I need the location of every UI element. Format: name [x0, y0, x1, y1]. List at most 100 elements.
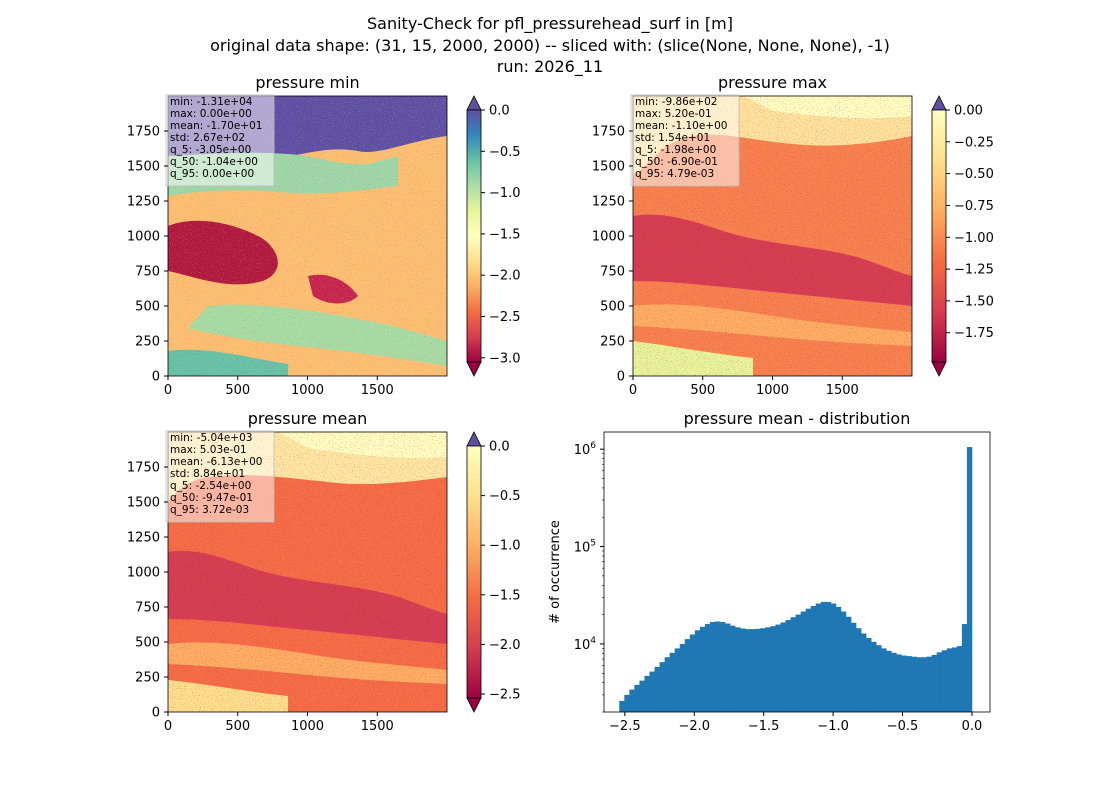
- y-tick-label: 104: [574, 636, 597, 653]
- colorbar-tick-label: −1.0: [489, 186, 521, 201]
- stat-line: std: 2.67e+02: [170, 132, 245, 144]
- x-tick: 1000: [756, 376, 789, 398]
- colorbar-tick-label: −1.50: [954, 294, 994, 309]
- histogram-bar: [740, 628, 746, 712]
- x-tick: −1.5: [748, 712, 780, 734]
- y-tick: 1250: [127, 531, 168, 546]
- y-tick: 1500: [592, 160, 633, 175]
- x-tick-label: 1500: [361, 383, 394, 398]
- histogram-bar: [795, 614, 801, 712]
- colorbar-tick: −1.75: [946, 326, 994, 341]
- y-tick-label: 1500: [592, 160, 625, 175]
- panel-pressure-mean-distribution: pressure mean - distribution −2.5 −2.0 −1.…: [548, 409, 991, 734]
- histogram-bar: [951, 647, 958, 712]
- colorbar: 0.0 −0.5 −1.0 −1.5 −2.0 −2.5: [466, 431, 521, 713]
- y-tick-label: 500: [135, 300, 160, 315]
- y-tick-label: 1250: [127, 531, 160, 546]
- x-tick-label: 1000: [756, 383, 789, 398]
- histogram-bar: [679, 643, 686, 712]
- histogram-bar: [654, 666, 660, 712]
- x-tick-label: −0.5: [887, 719, 919, 734]
- stat-line: max: 0.00e+00: [170, 108, 252, 120]
- x-tick-label: −1.5: [748, 719, 780, 734]
- y-tick-label: 750: [135, 265, 160, 280]
- x-tick-label: 1500: [826, 383, 859, 398]
- x-tick: 500: [225, 376, 250, 398]
- stat-line: mean: -1.10e+00: [635, 120, 727, 132]
- y-tick: 1750: [127, 461, 168, 476]
- y-tick: 750: [135, 265, 168, 280]
- x-axis: 0 500 1000 1500: [164, 376, 394, 398]
- histogram-bar: [780, 622, 786, 712]
- colorbar-tick: 0.0: [481, 440, 510, 455]
- stat-line: max: 5.03e-01: [170, 444, 247, 456]
- y-tick: 1000: [127, 230, 168, 245]
- colorbar-tick-label: −2.5: [489, 310, 521, 325]
- y-tick-label: 500: [135, 636, 160, 651]
- colorbar-tick: −1.0: [481, 186, 521, 201]
- y-tick-label: 1750: [127, 125, 160, 140]
- colorbar-tick-label: −2.5: [489, 688, 521, 703]
- colorbar-extend-bottom: [931, 361, 947, 377]
- colorbar-body: [466, 109, 482, 363]
- colorbar-tick-label: −0.75: [954, 199, 994, 214]
- y-tick: 1500: [127, 160, 168, 175]
- colorbar-tick: −1.50: [946, 294, 994, 309]
- colorbar-tick: −0.25: [946, 135, 994, 150]
- y-tick: 250: [135, 335, 168, 350]
- histogram-bar: [931, 654, 937, 712]
- y-tick: 1250: [127, 195, 168, 210]
- x-tick: −0.5: [887, 712, 919, 734]
- colorbar-tick: −2.0: [481, 638, 521, 653]
- x-tick-label: 0.0: [962, 719, 983, 734]
- colorbar-tick: −1.5: [481, 227, 521, 242]
- colorbar-tick: −2.0: [481, 269, 521, 284]
- histogram-bar: [790, 617, 796, 712]
- histogram-bar: [886, 650, 892, 712]
- histogram-bar: [840, 611, 847, 712]
- histogram-bar: [644, 675, 650, 712]
- stat-line: q_5: -2.54e+00: [170, 480, 251, 492]
- y-tick-label: 105: [574, 539, 596, 556]
- colorbar-extend-bottom: [466, 361, 482, 377]
- figure-title-line-3: run: 2026_11: [497, 57, 603, 77]
- x-tick-label: 500: [690, 383, 715, 398]
- stat-line: mean: -1.70e+01: [170, 120, 262, 132]
- x-tick-label: 500: [225, 719, 250, 734]
- panel-pressure-min: pressure min: [127, 73, 521, 398]
- histogram-bar: [835, 606, 842, 712]
- colorbar-extend-bottom: [466, 697, 482, 713]
- stats-box: min: -5.04e+03 max: 5.03e-01 mean: -6.13…: [165, 430, 275, 523]
- y-tick: 1000: [592, 230, 633, 245]
- histogram-bar: [820, 601, 827, 712]
- histogram-bar: [699, 626, 706, 712]
- stat-line: std: 8.84e+01: [170, 468, 245, 480]
- stat-line: q_95: 3.72e-03: [170, 504, 249, 516]
- x-tick: 1000: [291, 712, 324, 734]
- stat-line: min: -1.31e+04: [170, 96, 253, 108]
- colorbar-tick: −2.5: [481, 310, 521, 325]
- panel-pressure-mean: pressure mean min: [127, 409, 521, 734]
- x-tick-label: −2.0: [678, 719, 710, 734]
- colorbar-tick-label: 0.00: [954, 104, 983, 119]
- histogram-bar: [765, 627, 771, 712]
- y-axis: 0 250 500 750 1000 1250 1500 1750: [127, 125, 168, 385]
- histogram-bar: [810, 606, 817, 712]
- histogram-bar: [760, 628, 766, 712]
- histogram-bar: [830, 603, 837, 712]
- y-tick-label: 106: [574, 441, 597, 458]
- histogram-bar: [709, 621, 716, 712]
- histogram-bar: [664, 657, 670, 712]
- histogram-bar: [674, 648, 681, 712]
- panel-title: pressure max: [718, 73, 827, 92]
- y-tick-label: 750: [135, 601, 160, 616]
- histogram-bar: [704, 624, 711, 712]
- y-tick-label: 0: [152, 706, 160, 721]
- histogram-bar: [785, 620, 791, 712]
- x-axis: 0 500 1000 1500: [164, 712, 394, 734]
- histogram-bar: [866, 638, 872, 712]
- stat-line: q_5: -1.98e+00: [635, 144, 716, 156]
- x-tick-label: 1500: [361, 719, 394, 734]
- colorbar-tick: −1.0: [481, 539, 521, 554]
- stat-line: min: -5.04e+03: [170, 432, 252, 444]
